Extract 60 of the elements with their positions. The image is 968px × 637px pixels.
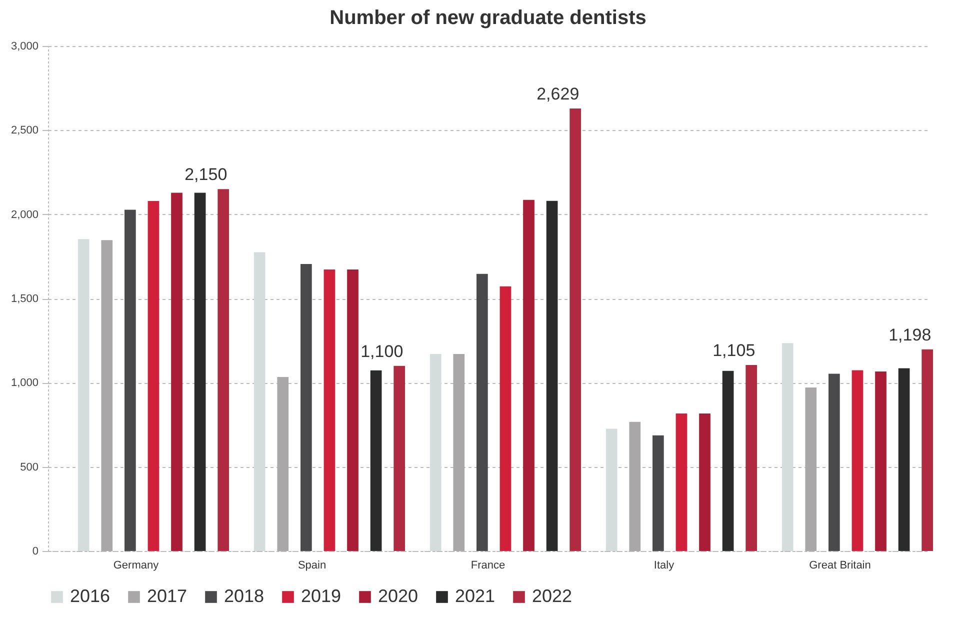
- bar: [828, 374, 840, 551]
- x-tick-label: Italy: [654, 560, 675, 572]
- bar: [218, 189, 230, 551]
- bar: [746, 364, 758, 551]
- legend-label: 2016: [70, 586, 110, 606]
- legend-label: 2017: [147, 586, 188, 606]
- y-tick-label: 2,000: [10, 208, 38, 221]
- bar: [629, 422, 641, 551]
- y-tick-label: 0: [32, 546, 38, 558]
- bar: [699, 413, 710, 551]
- bar: [570, 108, 582, 551]
- bar: [898, 368, 910, 551]
- legend-label: 2022: [532, 586, 572, 606]
- x-tick-label: France: [470, 560, 506, 572]
- bar: [922, 349, 934, 551]
- bar: [523, 200, 534, 551]
- bar: [347, 270, 358, 551]
- bar: [324, 270, 336, 551]
- bar: [500, 286, 512, 551]
- bar: [171, 192, 182, 551]
- data-label: 2,629: [536, 84, 580, 104]
- bar: [300, 264, 312, 551]
- bar: [101, 240, 113, 551]
- data-label: 1,100: [360, 342, 404, 361]
- legend-label: 2020: [378, 586, 418, 606]
- bar: [430, 354, 442, 551]
- bar: [277, 376, 289, 551]
- y-tick-label: 1,000: [10, 377, 38, 390]
- bar: [124, 210, 136, 551]
- bar: [78, 239, 90, 551]
- legend-label: 2021: [455, 586, 496, 606]
- data-label: 1,105: [712, 340, 756, 360]
- x-tick-label: Germany: [113, 560, 160, 572]
- data-label: 2,150: [184, 165, 228, 184]
- bar: [148, 201, 160, 551]
- bar: [453, 354, 465, 551]
- bar: [852, 370, 864, 551]
- bar: [254, 252, 266, 551]
- bar: [370, 370, 382, 551]
- x-tick-label: Spain: [298, 560, 326, 572]
- bar: [606, 428, 618, 551]
- y-tick-label: 2,500: [10, 124, 38, 137]
- bar: [546, 200, 558, 551]
- bar: [652, 435, 664, 551]
- data-label: 1,198: [888, 325, 932, 344]
- x-tick-label: Great Britain: [809, 560, 871, 572]
- y-tick-label: 3,000: [10, 40, 38, 52]
- bar: [805, 388, 817, 551]
- legend-label: 2018: [224, 586, 264, 606]
- bar: [394, 366, 406, 551]
- bar: [676, 413, 688, 551]
- bar: [194, 192, 206, 551]
- chart-title: Number of new graduate dentists: [330, 7, 646, 29]
- bar: [722, 370, 734, 551]
- bar: [875, 372, 886, 551]
- bar: [476, 274, 488, 551]
- y-tick-label: 500: [20, 461, 38, 474]
- bar: [782, 343, 794, 551]
- y-tick-label: 1,500: [10, 293, 38, 305]
- legend-label: 2019: [301, 586, 342, 606]
